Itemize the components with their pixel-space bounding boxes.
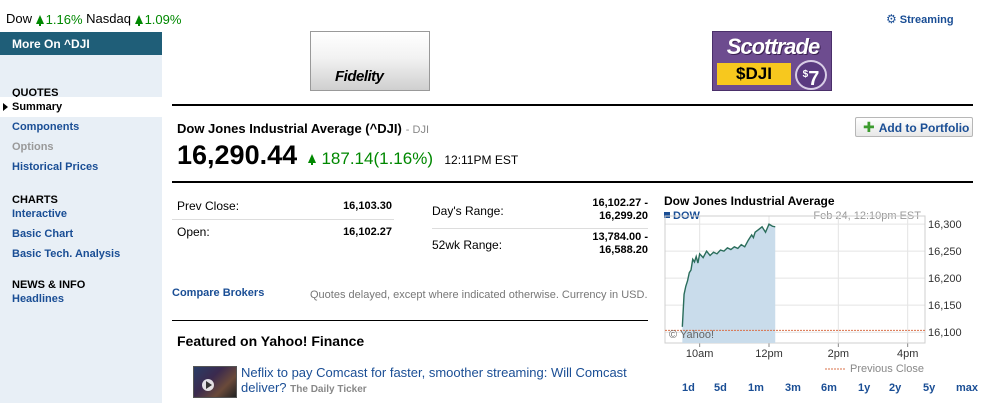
sidebar-item-summary[interactable]: Summary <box>0 97 162 117</box>
featured-headline[interactable]: Neflix to pay Comcast for faster, smooth… <box>241 365 627 395</box>
stat-label: Day's Range: <box>432 204 504 218</box>
range-1d[interactable]: 1d <box>682 382 695 394</box>
exchange-label: - DJI <box>405 124 430 136</box>
previous-close-legend: Previous Close <box>850 363 924 375</box>
scottrade-logo: Scottrade <box>726 34 820 59</box>
x-tick-label: 12pm <box>755 348 783 360</box>
sidebar-item-basic-chart[interactable]: Basic Chart <box>12 228 74 240</box>
sidebar-item-historical-prices[interactable]: Historical Prices <box>12 161 99 173</box>
sidebar-section-title: NEWS & INFO <box>12 279 86 291</box>
delay-note: Quotes delayed, except where indicated o… <box>310 289 648 301</box>
dow-label[interactable]: Dow <box>6 11 33 27</box>
intraday-chart[interactable]: DOW Feb 24, 12:10pm EST16,10016,15016,200… <box>660 206 986 376</box>
divider <box>172 219 394 220</box>
dow-change: 1.16% <box>35 11 83 27</box>
x-tick-label: 10am <box>686 348 714 360</box>
play-icon <box>202 379 214 391</box>
sidebar-section-title: CHARTS <box>12 194 58 206</box>
featured-video-thumbnail[interactable] <box>193 366 237 398</box>
arrow-up-icon <box>308 154 317 165</box>
range-5d[interactable]: 5d <box>714 382 727 394</box>
quote-title: Dow Jones Industrial Average (^DJI) - DJI <box>177 121 430 136</box>
y-tick-label: 16,300 <box>928 219 962 231</box>
sidebar-item-basic-tech-analysis[interactable]: Basic Tech. Analysis <box>12 248 121 260</box>
last-price: 16,290.44 <box>177 140 298 170</box>
nasdaq-label[interactable]: Nasdaq <box>86 11 131 27</box>
price-line: 16,290.44 187.14(1.16%) 12:11PM EST <box>177 140 518 171</box>
sidebar-nav: QUOTES Summary Components Options Historical… <box>0 55 162 305</box>
series-marker <box>664 212 670 218</box>
range-1y[interactable]: 1y <box>858 382 871 394</box>
sidebar-item-components[interactable]: Components <box>12 121 80 133</box>
sidebar-item-headlines[interactable]: Headlines <box>12 293 64 305</box>
divider <box>172 320 648 321</box>
arrow-up-icon <box>35 14 44 26</box>
quote-time: 12:11PM EST <box>444 153 519 167</box>
plot-frame <box>664 215 926 344</box>
scottrade-ticker: $DJI <box>717 63 791 85</box>
add-to-portfolio-button[interactable]: ✚ Add to Portfolio <box>855 117 973 137</box>
range-max[interactable]: max <box>956 382 979 394</box>
gear-icon: ⚙ <box>886 12 897 26</box>
range-1m[interactable]: 1m <box>748 382 764 394</box>
stat-value: 16,103.30 <box>343 200 392 212</box>
featured-source: The Daily Ticker <box>290 384 367 395</box>
series-line <box>681 223 776 327</box>
arrow-up-icon <box>134 14 143 26</box>
scottrade-price-badge: $7 <box>795 60 827 90</box>
sidebar-header: More On ^DJI <box>0 32 162 55</box>
series-area <box>682 224 776 343</box>
scottrade-ad[interactable]: Scottrade $DJI $7 <box>712 31 832 91</box>
x-tick-label: 2pm <box>828 348 849 360</box>
y-tick-label: 16,200 <box>928 273 962 285</box>
stat-value: 16,102.27 <box>343 226 392 238</box>
range-3m[interactable]: 3m <box>785 382 801 394</box>
price-change: 187.14(1.16%) <box>308 149 433 168</box>
y-tick-label: 16,250 <box>928 246 962 258</box>
y-tick-label: 16,150 <box>928 300 962 312</box>
divider <box>432 228 648 229</box>
range-5y[interactable]: 5y <box>923 382 936 394</box>
market-summary-bar: Dow 1.16% Nasdaq 1.09% <box>6 10 181 27</box>
chart-title: Dow Jones Industrial Average <box>664 194 835 208</box>
fidelity-ad[interactable]: Fidelity <box>310 31 430 91</box>
stat-label: Open: <box>177 225 210 239</box>
stat-value: 13,784.00 -16,588.20 <box>592 231 648 256</box>
sidebar: More On ^DJI QUOTES Summary Components Opti… <box>0 32 162 403</box>
streaming-link[interactable]: ⚙ Streaming <box>886 12 954 26</box>
divider <box>172 181 973 183</box>
stat-value: 16,102.27 -16,299.20 <box>592 197 648 222</box>
featured-title: Featured on Yahoo! Finance <box>177 333 365 349</box>
sidebar-section-title: QUOTES <box>12 87 59 99</box>
y-tick-label: 16,100 <box>928 327 962 339</box>
range-6m[interactable]: 6m <box>821 382 837 394</box>
sidebar-item-interactive[interactable]: Interactive <box>12 208 68 220</box>
divider <box>172 104 973 106</box>
stat-label: 52wk Range: <box>432 238 503 252</box>
nasdaq-change: 1.09% <box>134 11 181 27</box>
x-tick-label: 4pm <box>897 348 918 360</box>
range-2y[interactable]: 2y <box>889 382 902 394</box>
fidelity-logo: Fidelity <box>335 68 384 85</box>
compare-brokers-link[interactable]: Compare Brokers <box>172 287 265 299</box>
stat-label: Prev Close: <box>177 199 240 213</box>
plus-icon: ✚ <box>863 119 875 135</box>
chart-watermark: © Yahoo! <box>669 329 714 341</box>
sidebar-item-options: Options <box>12 141 54 153</box>
